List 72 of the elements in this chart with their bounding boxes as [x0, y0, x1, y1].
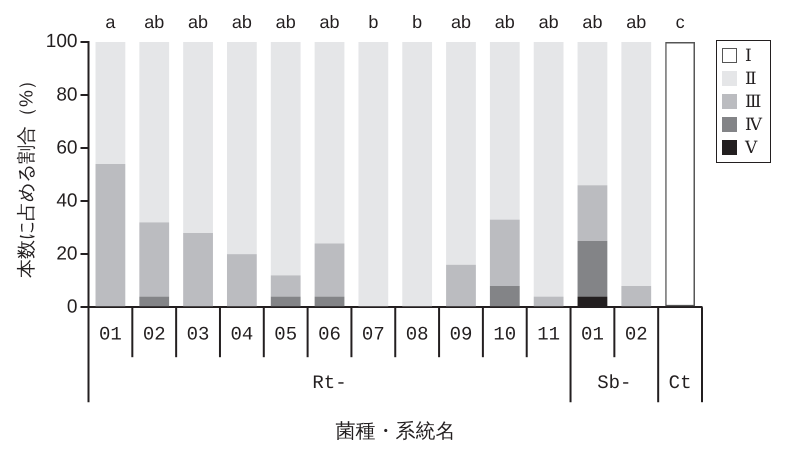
y-tick-label: 80	[56, 84, 78, 106]
legend-label: Ⅴ	[745, 138, 758, 158]
bar	[139, 42, 170, 222]
text: Ct	[668, 372, 692, 394]
text: ab	[582, 12, 602, 32]
text: ab	[188, 12, 208, 32]
text: b	[368, 12, 378, 32]
text: ab	[320, 12, 340, 32]
bar	[183, 42, 213, 233]
x-tick-label: 05	[274, 324, 298, 346]
x-tick-label: 07	[362, 324, 385, 346]
bar	[358, 42, 388, 306]
y-tick-label: 0	[66, 296, 78, 318]
bar	[578, 42, 608, 186]
y-tick-label: 60	[56, 137, 78, 158]
text: Rt-	[312, 372, 347, 394]
bar	[578, 240, 608, 297]
bar	[490, 42, 520, 220]
y-tick-label: 100	[46, 31, 78, 52]
y-tick-label: 20	[56, 243, 78, 264]
x-tick-label: 04	[230, 324, 254, 346]
bar	[534, 296, 564, 306]
y-tick-label: 40	[56, 190, 78, 212]
text: ab	[232, 12, 252, 32]
bar	[139, 296, 170, 306]
x-tick-label: 01	[581, 324, 604, 346]
bar	[402, 42, 432, 306]
bar	[139, 222, 170, 297]
bar	[226, 42, 257, 254]
bar	[183, 232, 213, 306]
x-tick-label: 08	[406, 324, 429, 346]
text: a	[105, 12, 116, 32]
x-tick-label: 01	[99, 324, 122, 346]
text: ab	[450, 12, 471, 32]
x-tick-label: 11	[537, 324, 560, 346]
y-axis-title: 本数に占める割合（%）	[16, 71, 38, 278]
bar	[96, 164, 126, 306]
bar	[446, 264, 476, 306]
text: c	[676, 12, 685, 32]
bar	[96, 42, 126, 164]
x-axis-title: 菌種・系統名	[335, 420, 456, 443]
bar	[490, 286, 520, 306]
bar	[226, 254, 257, 306]
x-tick-label: 09	[450, 324, 472, 346]
bar	[490, 220, 520, 286]
bar	[534, 42, 564, 297]
bar	[270, 42, 301, 276]
text: ab	[626, 12, 646, 32]
text: ab	[494, 12, 515, 32]
bar	[314, 244, 344, 297]
text: Sb-	[597, 372, 632, 394]
bar	[578, 185, 608, 241]
x-tick-label: 03	[186, 324, 210, 346]
text: ab	[538, 12, 559, 32]
bar	[314, 296, 344, 306]
legend-label: Ⅱ	[745, 68, 757, 88]
x-tick-label: 02	[624, 324, 648, 346]
legend-label: Ⅰ	[745, 46, 752, 66]
bar	[270, 275, 301, 297]
text: b	[412, 12, 422, 32]
legend-label: Ⅲ	[745, 92, 762, 112]
x-tick-label: 10	[493, 324, 516, 346]
bar	[270, 296, 301, 306]
legend-label: Ⅳ	[745, 114, 762, 134]
x-tick-label: 06	[318, 324, 341, 346]
x-tick-label: 02	[142, 324, 166, 346]
text: ab	[276, 12, 296, 32]
bar	[621, 42, 652, 286]
text: ab	[144, 12, 164, 32]
bar	[621, 286, 652, 306]
bar	[446, 42, 476, 265]
bar	[314, 42, 344, 244]
